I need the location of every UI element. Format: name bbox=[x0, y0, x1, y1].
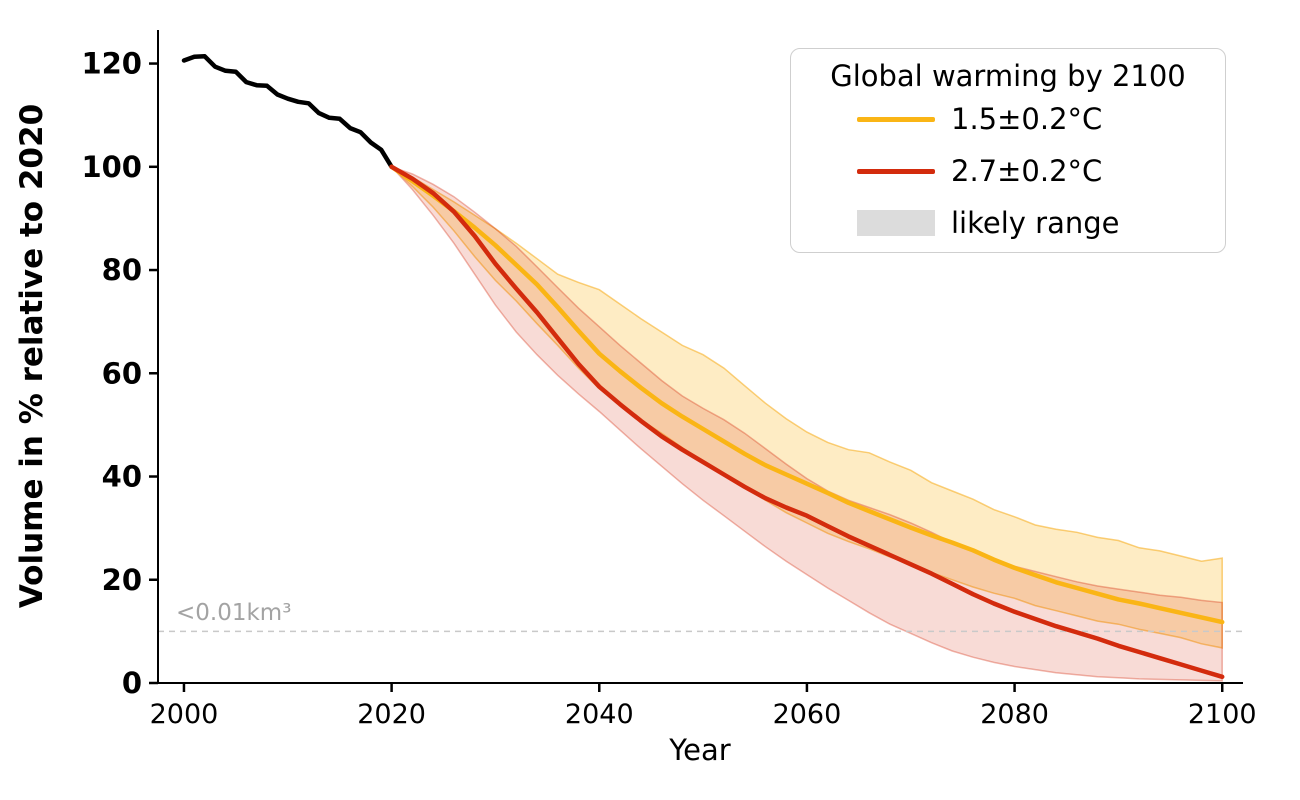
x-axis-label: Year bbox=[668, 733, 730, 767]
x-tick-label: 2080 bbox=[980, 699, 1049, 730]
y-tick-label: 40 bbox=[102, 460, 142, 494]
x-tick-label: 2020 bbox=[357, 699, 426, 730]
scenario-2p7-line-swatch bbox=[857, 168, 935, 174]
legend-entry-label: 1.5±0.2°C bbox=[951, 102, 1103, 136]
y-tick-label: 0 bbox=[122, 666, 142, 700]
y-axis-ticks: 0 20 40 60 80 100 120 bbox=[81, 47, 158, 700]
legend-entry-2p7: 2.7±0.2°C bbox=[791, 145, 1225, 197]
y-tick-label: 120 bbox=[81, 47, 142, 81]
x-tick-label: 2000 bbox=[150, 699, 219, 730]
y-tick-label: 80 bbox=[102, 253, 142, 287]
y-tick-label: 100 bbox=[81, 150, 142, 184]
scenario-2p7-line bbox=[389, 164, 1225, 680]
likely-range-patch-swatch bbox=[857, 210, 935, 236]
line-path bbox=[389, 164, 1225, 680]
legend-entry-likely-range: likely range bbox=[791, 197, 1225, 249]
legend-entry-label: 2.7±0.2°C bbox=[951, 154, 1103, 188]
historical-line bbox=[181, 54, 394, 170]
x-tick-label: 2100 bbox=[1188, 699, 1257, 730]
x-tick-label: 2060 bbox=[773, 699, 842, 730]
legend-entry-1p5: 1.5±0.2°C bbox=[791, 93, 1225, 145]
axes bbox=[157, 30, 1243, 684]
line-path bbox=[389, 164, 1225, 625]
y-tick-label: 60 bbox=[102, 356, 142, 390]
y-axis-label: Volume in % relative to 2020 bbox=[14, 104, 50, 608]
x-tick-label: 2040 bbox=[565, 699, 634, 730]
threshold-label: <0.01km³ bbox=[176, 600, 291, 626]
band-path bbox=[391, 166, 1223, 682]
scenario-1p5-line-swatch bbox=[857, 116, 935, 122]
line-path bbox=[181, 54, 394, 170]
scenario-1p5-line bbox=[389, 164, 1225, 625]
legend-title: Global warming by 2100 bbox=[830, 59, 1186, 93]
x-axis-ticks: 2000 2020 2040 2060 2080 2100 bbox=[150, 683, 1257, 730]
likely-range-band-2p7 bbox=[391, 166, 1223, 682]
legend: Global warming by 2100 1.5±0.2°C 2.7±0.2… bbox=[790, 48, 1226, 253]
legend-entry-label: likely range bbox=[951, 206, 1120, 240]
y-tick-label: 20 bbox=[102, 563, 142, 597]
